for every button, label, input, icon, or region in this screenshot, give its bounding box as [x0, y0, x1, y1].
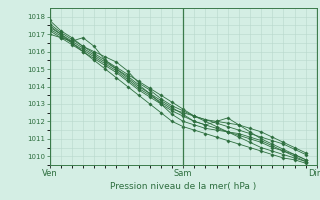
X-axis label: Pression niveau de la mer( hPa ): Pression niveau de la mer( hPa ) — [110, 182, 256, 191]
